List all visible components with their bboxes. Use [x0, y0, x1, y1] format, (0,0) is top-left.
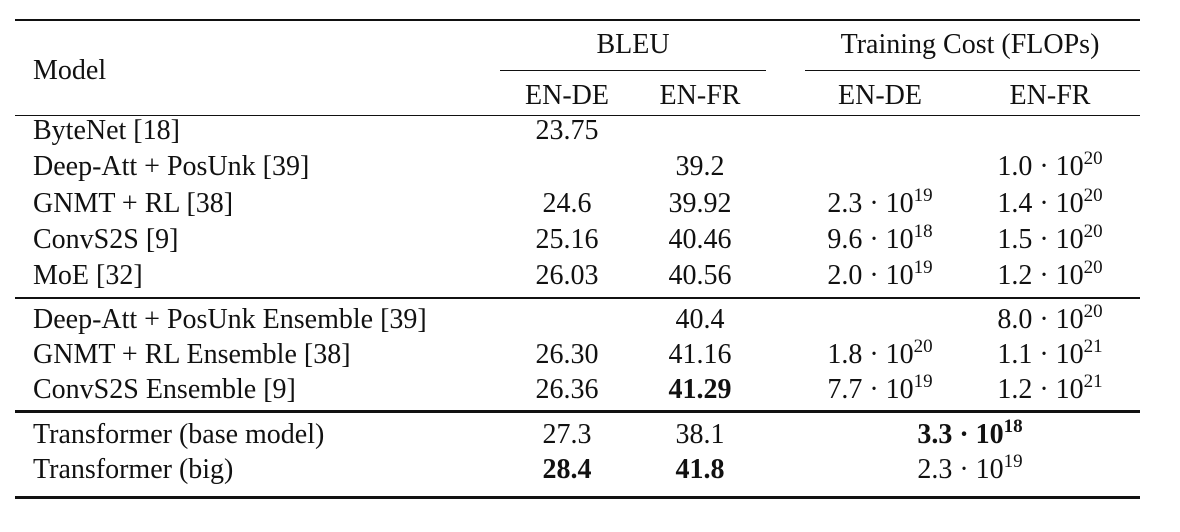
cost-rule [805, 70, 1140, 71]
cost-exponent: 19 [913, 257, 933, 279]
cell: 3.3 · 1018 [917, 417, 1022, 450]
cost-exponent: 21 [1083, 336, 1103, 357]
model-name: Transformer (big) [33, 454, 234, 485]
cost-exponent: 18 [913, 220, 933, 242]
model-name: GNMT + RL [38] [33, 187, 234, 219]
header-model: Model [33, 55, 107, 86]
cost-exponent: 20 [1083, 220, 1103, 242]
cell: 1.1 · 1021 [997, 337, 1102, 370]
cost-base: 8.0 · 10 [997, 304, 1084, 335]
cost-base: 1.2 · 10 [997, 374, 1084, 405]
cell: 24.6 [542, 187, 592, 219]
cell: 27.3 [542, 419, 592, 450]
cell: 2.0 · 1019 [827, 258, 932, 292]
model-name: GNMT + RL Ensemble [38] [33, 339, 351, 370]
cell: 40.46 [668, 223, 732, 255]
model-name: ConvS2S [9] [33, 223, 179, 255]
cost-base: 2.3 · 10 [917, 454, 1004, 485]
subheader: EN-FR [1009, 80, 1091, 111]
cell: 7.7 · 1019 [827, 372, 932, 405]
cell: 41.29 [668, 374, 732, 405]
cost-exponent: 20 [1083, 148, 1103, 170]
cell: 1.4 · 1020 [997, 186, 1102, 219]
cost-exponent: 20 [1083, 301, 1103, 322]
cell: 40.56 [668, 260, 732, 292]
cost-base: 1.4 · 10 [997, 187, 1084, 219]
top-rule [15, 19, 1140, 21]
cost-exponent: 21 [1083, 371, 1103, 392]
subheader: EN-FR [659, 80, 741, 111]
cell: 9.6 · 1018 [827, 222, 932, 255]
cost-exponent: 20 [1083, 184, 1103, 206]
cost-base: 1.5 · 10 [997, 223, 1084, 255]
model-name: Deep-Att + PosUnk [39] [33, 151, 310, 183]
group-rule [15, 297, 1140, 299]
cost-exponent: 20 [1083, 257, 1103, 279]
cell: 23.75 [535, 115, 599, 146]
cost-exponent: 19 [913, 371, 933, 392]
cell: 26.36 [535, 374, 599, 405]
cost-exponent: 19 [1003, 451, 1023, 472]
cost-base: 2.0 · 10 [827, 260, 914, 292]
cell: 1.5 · 1020 [997, 222, 1102, 255]
cost-exponent: 20 [913, 336, 933, 357]
cell: 1.2 · 1021 [997, 372, 1102, 405]
model-name: Deep-Att + PosUnk Ensemble [39] [33, 304, 427, 335]
cell: 40.4 [675, 304, 725, 335]
cost-base: 3.3 · 10 [917, 419, 1004, 450]
bleu-rule [500, 70, 766, 71]
cell: 26.30 [535, 339, 599, 370]
cost-base: 2.3 · 10 [827, 187, 914, 219]
cell: 1.2 · 1020 [997, 258, 1102, 292]
cell: 38.1 [675, 419, 725, 450]
cell: 1.0 · 1020 [997, 149, 1102, 183]
subheader: EN-DE [525, 80, 609, 111]
cell: 26.03 [535, 260, 599, 292]
cost-base: 1.2 · 10 [997, 260, 1084, 292]
cell: 41.8 [675, 454, 725, 485]
group-rule [15, 410, 1140, 413]
model-name: MoE [32] [33, 260, 143, 292]
cell: 2.3 · 1019 [827, 186, 932, 219]
cell: 1.8 · 1020 [827, 337, 932, 370]
cost-base: 1.1 · 10 [997, 339, 1084, 370]
cost-base: 1.0 · 10 [997, 151, 1084, 183]
cell: 8.0 · 1020 [997, 302, 1102, 335]
cost-base: 9.6 · 10 [827, 223, 914, 255]
model-name: Transformer (base model) [33, 419, 325, 450]
cell: 39.2 [675, 151, 725, 183]
model-name: ConvS2S Ensemble [9] [33, 374, 296, 405]
group-rule [15, 496, 1140, 499]
header-rule [15, 115, 1140, 116]
cost-exponent: 18 [1003, 416, 1023, 437]
model-name: ByteNet [18] [33, 115, 180, 146]
subheader: EN-DE [838, 80, 922, 111]
cost-base: 7.7 · 10 [827, 374, 914, 405]
header-bleu: BLEU [596, 29, 670, 60]
cell: 2.3 · 1019 [917, 452, 1022, 485]
cost-base: 1.8 · 10 [827, 339, 914, 370]
cell: 28.4 [542, 454, 592, 485]
cell: 39.92 [668, 187, 732, 219]
header-cost: Training Cost (FLOPs) [840, 29, 1100, 60]
cell: 41.16 [668, 339, 732, 370]
cost-exponent: 19 [913, 184, 933, 206]
cell: 25.16 [535, 223, 599, 255]
